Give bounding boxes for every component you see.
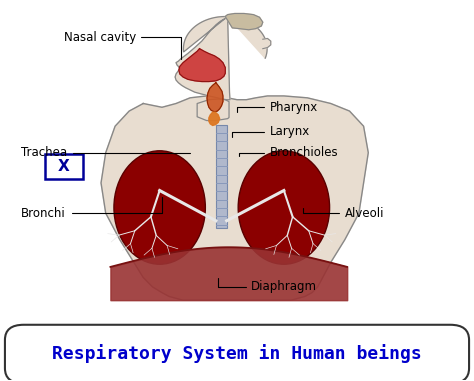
Ellipse shape [114, 151, 205, 264]
Text: Nasal cavity: Nasal cavity [64, 31, 181, 59]
Text: Bronchioles: Bronchioles [239, 146, 338, 159]
Text: Diaphragm: Diaphragm [218, 279, 317, 293]
Polygon shape [175, 16, 267, 100]
FancyBboxPatch shape [216, 125, 227, 228]
Text: Trachea: Trachea [21, 146, 190, 159]
Polygon shape [179, 49, 225, 82]
Text: X: X [58, 159, 70, 174]
Polygon shape [263, 38, 271, 49]
FancyBboxPatch shape [5, 325, 469, 381]
Ellipse shape [238, 151, 329, 264]
Text: Bronchi: Bronchi [21, 197, 162, 220]
Text: Pharynx: Pharynx [237, 101, 318, 114]
Text: Respiratory System in Human beings: Respiratory System in Human beings [52, 344, 422, 363]
Polygon shape [197, 99, 229, 120]
Text: Larynx: Larynx [232, 125, 310, 138]
FancyBboxPatch shape [45, 154, 83, 179]
Polygon shape [101, 96, 368, 300]
Text: Alveoli: Alveoli [302, 207, 384, 220]
Polygon shape [209, 112, 219, 125]
Polygon shape [225, 13, 263, 30]
Polygon shape [207, 83, 223, 112]
